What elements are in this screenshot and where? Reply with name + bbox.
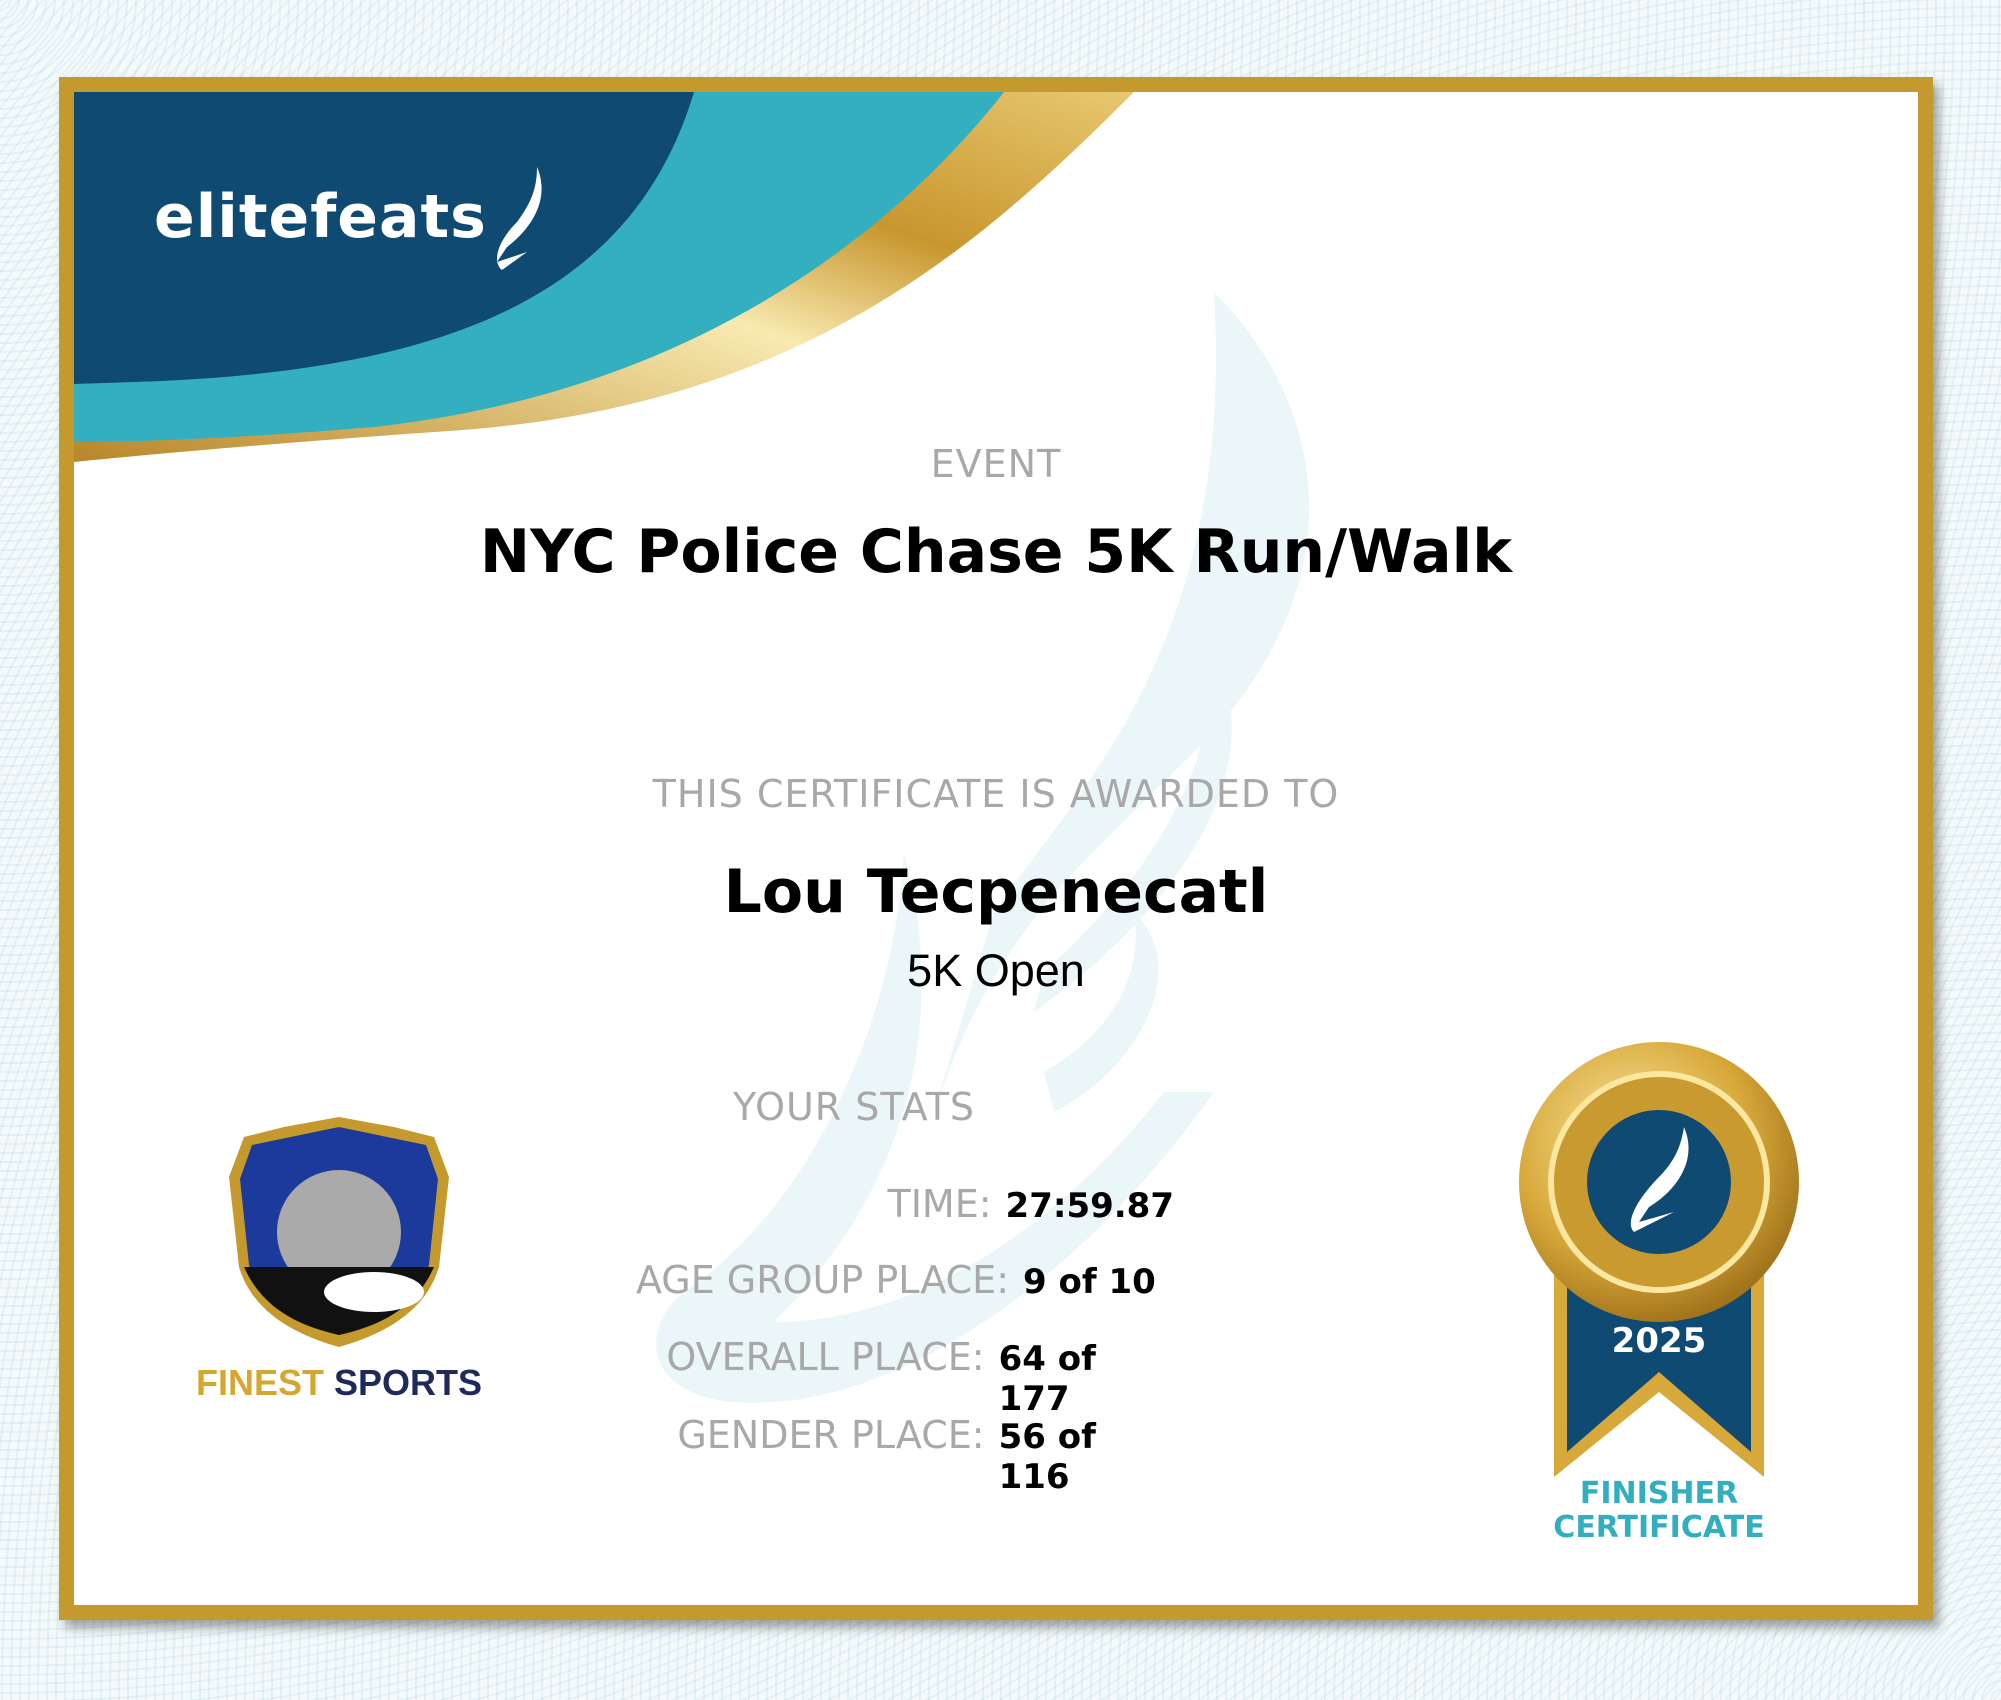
header-swoosh xyxy=(74,92,1134,462)
stat-value: 64 of 177 xyxy=(998,1339,1096,1419)
stat-row-age-group: AGE GROUP PLACE: 9 of 10 xyxy=(74,1258,1174,1302)
event-label: EVENT xyxy=(930,442,1062,486)
stat-value: 9 of 10 xyxy=(1023,1262,1156,1302)
sponsor-word2: SPORTS xyxy=(334,1362,483,1403)
stat-row-overall: OVERALL PLACE: 64 of 177 xyxy=(74,1335,1174,1419)
stat-value: 27:59.87 xyxy=(1005,1186,1174,1226)
stat-row-gender: GENDER PLACE: 56 of 116 xyxy=(74,1413,1174,1497)
finisher-line2: CERTIFICATE xyxy=(1553,1510,1765,1545)
winged-foot-icon xyxy=(496,167,542,270)
medal-year: 2025 xyxy=(1612,1321,1707,1361)
elitefeats-logo: elitefeats xyxy=(154,162,547,272)
stat-row-time: TIME: 27:59.87 xyxy=(74,1182,1175,1226)
recipient-name: Lou Tecpenecatl xyxy=(723,857,1269,927)
stat-key: OVERALL PLACE: xyxy=(666,1335,985,1379)
finisher-certificate-label: FINISHER CERTIFICATE xyxy=(1514,1477,1804,1545)
stats-label: YOUR STATS xyxy=(732,1085,976,1129)
stat-key: GENDER PLACE: xyxy=(677,1413,985,1457)
awarded-to-label: THIS CERTIFICATE IS AWARDED TO xyxy=(652,772,1340,816)
certificate: elitefeats EVENT NYC Police Chase 5K Run… xyxy=(59,77,1933,1620)
winged-foot-watermark-icon xyxy=(656,292,1309,1403)
stat-key: TIME: xyxy=(887,1182,992,1226)
stat-key: AGE GROUP PLACE: xyxy=(635,1258,1009,1302)
finest-sports-logo: FINEST SPORTS xyxy=(174,1362,504,1404)
finisher-line1: FINISHER xyxy=(1579,1476,1739,1511)
stat-value: 56 of 116 xyxy=(998,1417,1096,1497)
finisher-medal: 2025 xyxy=(1519,1042,1799,1477)
sponsor-word1: FINEST xyxy=(195,1362,324,1403)
logo-text: elitefeats xyxy=(154,182,487,252)
event-title: NYC Police Chase 5K Run/Walk xyxy=(479,517,1513,587)
police-chase-badge-logo xyxy=(229,1117,449,1347)
division: 5K Open xyxy=(907,945,1085,996)
